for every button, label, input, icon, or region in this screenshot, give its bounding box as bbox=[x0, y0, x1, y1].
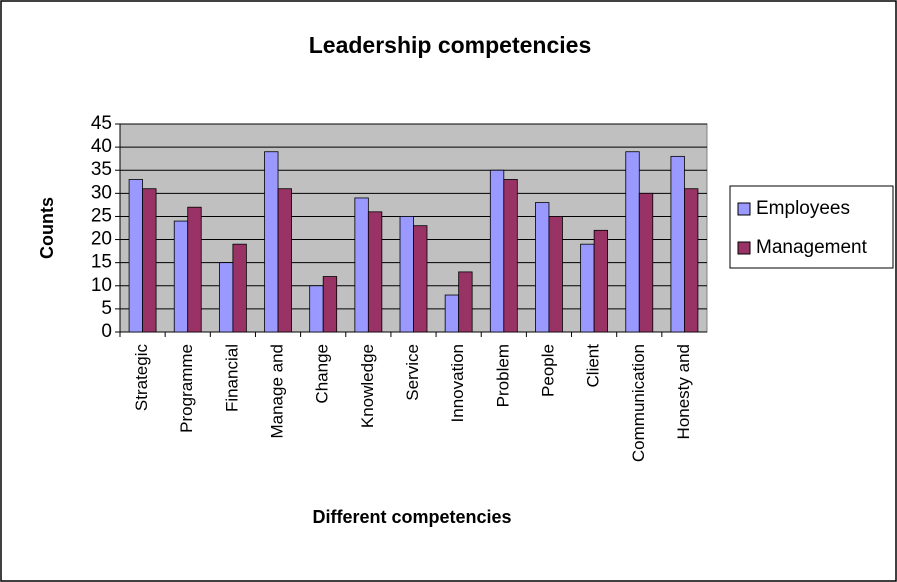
bar bbox=[535, 202, 550, 333]
bar bbox=[277, 188, 292, 333]
bar bbox=[413, 225, 428, 333]
x-tick-label: Change bbox=[313, 344, 332, 404]
x-axis-label: Different competencies bbox=[312, 507, 511, 527]
y-tick-label: 45 bbox=[91, 113, 112, 134]
bar bbox=[548, 216, 563, 333]
bar bbox=[232, 243, 247, 333]
bar bbox=[218, 262, 234, 333]
legend-label: Employees bbox=[756, 198, 850, 219]
y-tick-label: 30 bbox=[91, 182, 112, 203]
y-tick-label: 15 bbox=[91, 252, 112, 273]
legend bbox=[729, 185, 894, 269]
x-tick-label: Manage and bbox=[268, 344, 287, 439]
y-tick-label: 40 bbox=[91, 136, 112, 157]
y-tick-label: 20 bbox=[91, 229, 112, 250]
legend-marker bbox=[737, 241, 751, 255]
x-tick-label: Service bbox=[403, 344, 422, 401]
bar bbox=[580, 243, 595, 333]
x-tick-label: Problem bbox=[493, 344, 512, 407]
x-tick-label: Communication bbox=[629, 344, 648, 462]
x-tick-label: People bbox=[538, 344, 557, 397]
legend-marker bbox=[737, 202, 751, 216]
bar bbox=[187, 206, 202, 333]
y-tick-label: 25 bbox=[91, 205, 112, 226]
x-tick-label: Financial bbox=[222, 344, 241, 412]
bar bbox=[309, 285, 324, 333]
bar bbox=[173, 220, 189, 333]
bar bbox=[264, 151, 279, 333]
x-tick-label: Client bbox=[584, 344, 603, 388]
bar bbox=[458, 271, 473, 333]
legend-label: Management bbox=[756, 237, 868, 258]
bar bbox=[670, 155, 685, 333]
bar bbox=[593, 229, 609, 333]
bar bbox=[128, 179, 143, 333]
bar bbox=[503, 179, 518, 333]
bar bbox=[444, 294, 460, 333]
bar bbox=[625, 151, 640, 333]
bar bbox=[367, 211, 383, 333]
y-tick-label: 5 bbox=[101, 298, 112, 319]
bar bbox=[638, 192, 654, 333]
x-tick-label: Honesty and bbox=[674, 344, 693, 439]
chart-title: Leadership competencies bbox=[309, 32, 592, 58]
bar bbox=[322, 276, 338, 333]
bar bbox=[684, 188, 699, 333]
y-tick-label: 10 bbox=[91, 275, 112, 296]
y-tick-label: 0 bbox=[101, 321, 112, 342]
bar bbox=[354, 197, 369, 333]
x-tick-label: Innovation bbox=[448, 344, 467, 422]
x-tick-label: Strategic bbox=[132, 344, 151, 412]
x-tick-label: Knowledge bbox=[358, 344, 377, 428]
y-axis-label: Counts bbox=[37, 197, 57, 259]
y-tick-label: 35 bbox=[91, 159, 112, 180]
bar bbox=[399, 216, 414, 333]
bar bbox=[142, 188, 157, 333]
x-tick-label: Programme bbox=[177, 344, 196, 433]
bar bbox=[489, 169, 505, 333]
